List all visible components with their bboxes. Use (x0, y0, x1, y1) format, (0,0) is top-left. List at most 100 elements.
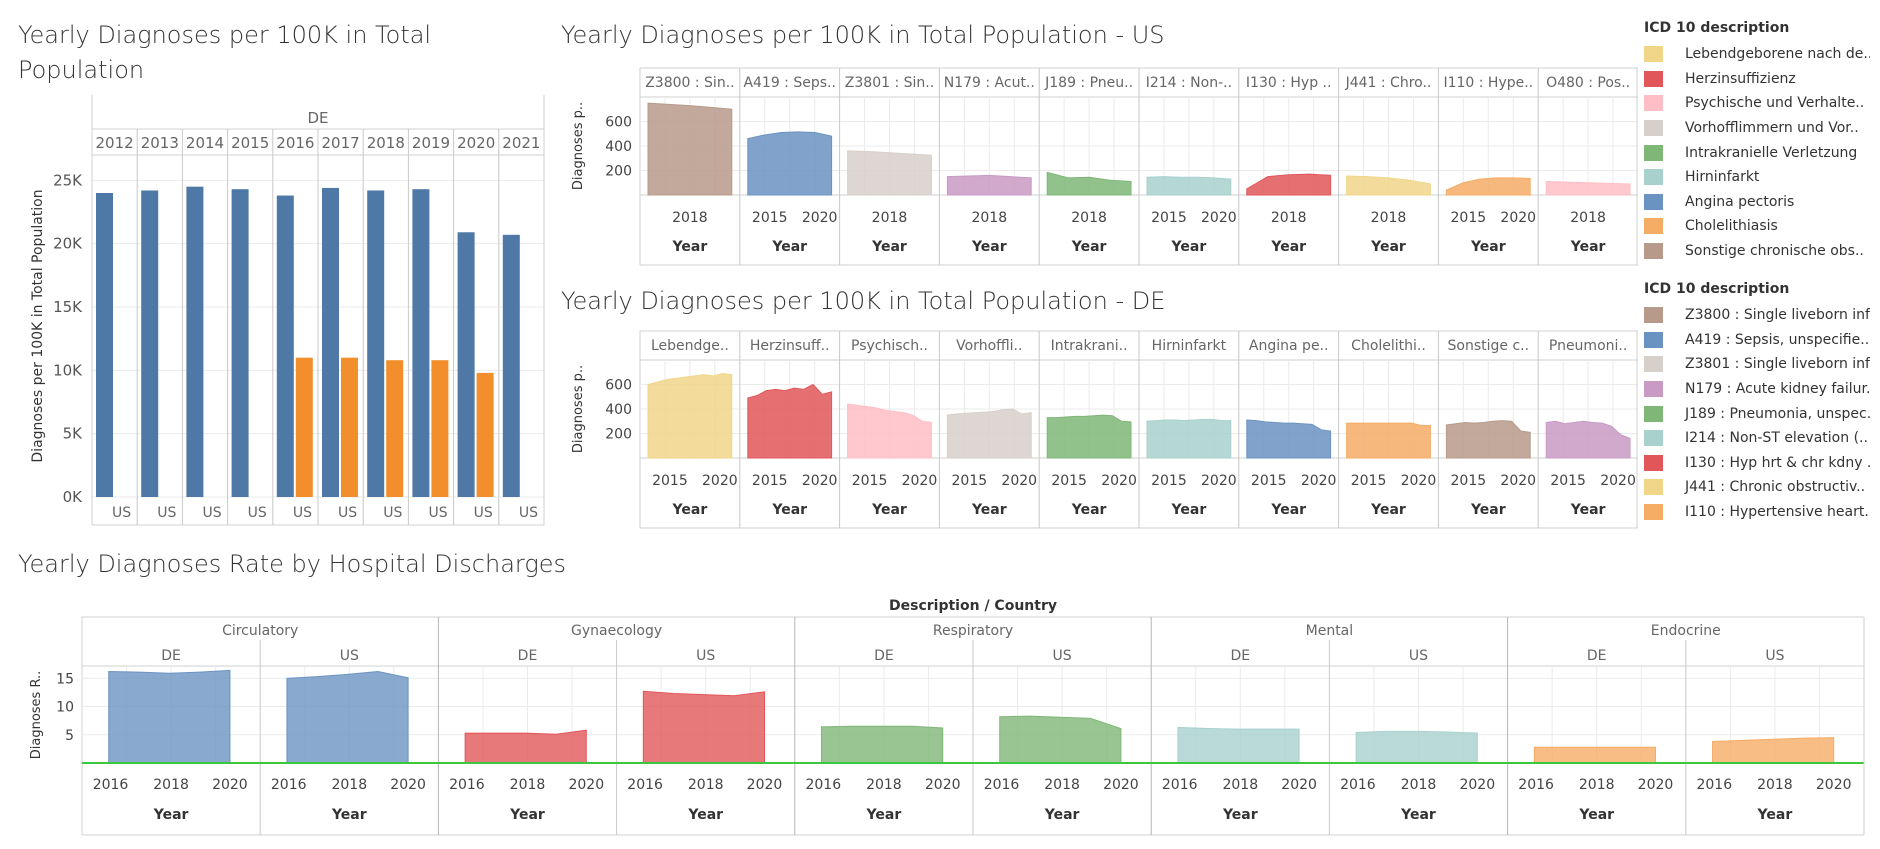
legend-item[interactable]: Lebendgeborene nach de.. (1644, 42, 1870, 67)
area-series (1445, 420, 1531, 459)
x-tick-label: 2018 (1579, 777, 1615, 793)
legend-swatch (1644, 504, 1663, 521)
x-tick-label: 2018 (1222, 777, 1258, 793)
area-series (1355, 730, 1478, 764)
legend-item[interactable]: Intrakranielle Verletzung (1644, 140, 1870, 165)
y-tick-label: 600 (605, 378, 632, 394)
x-tick-label: 2015 (1151, 473, 1187, 489)
panel-header: I130 : Hyp .. (1246, 75, 1332, 91)
us-area-chart[interactable]: 600 400 200 Diagnoses p.. Z3800 : Sin.. 2018 Y… (560, 65, 1638, 270)
legend-item[interactable]: Herzinsuffizienz (1644, 67, 1870, 92)
x-axis-label: Year (1071, 239, 1107, 255)
legend-item[interactable]: N179 : Acute kidney failur.. (1644, 377, 1870, 402)
country-header: US (1765, 648, 1784, 664)
x-tick-label: 2020 (1600, 473, 1636, 489)
legend-item[interactable]: Z3801 : Single liveborn inf.. (1644, 352, 1870, 377)
x-tick-label: 2020 (1638, 777, 1674, 793)
x-axis-label: Year (1270, 502, 1306, 518)
legend-item-label: A419 : Sepsis, unspecifie.. (1685, 331, 1870, 348)
y-tick-label: 400 (605, 402, 632, 418)
x-axis-label: Year (871, 502, 907, 518)
legend-item[interactable]: I130 : Hyp hrt & chr kdny .. (1644, 451, 1870, 476)
area-series (1346, 422, 1431, 459)
x-axis-label: Year (1270, 239, 1306, 255)
x-axis-label: Year (866, 807, 902, 823)
legend-us[interactable]: ICD 10 description Lebendgeborene nach d… (1644, 20, 1870, 263)
x-tick-label: 2018 (688, 777, 724, 793)
panel-header: Herzinsuff.. (750, 338, 830, 354)
x-tick-label: 2020 (802, 473, 838, 489)
panel-header: O480 : Pos.. (1546, 75, 1630, 91)
group-header: Mental (1306, 623, 1354, 639)
panel-header: Vorhoffli.. (956, 338, 1022, 354)
area-series (464, 729, 587, 764)
x-axis-label: Year (1044, 807, 1080, 823)
x-tick-label: 2015 (1351, 473, 1387, 489)
x-tick-label: 2020 (702, 473, 738, 489)
x-axis-label: Year (1470, 239, 1506, 255)
x-tick-label: 2018 (1071, 210, 1107, 226)
row-label: US (202, 505, 221, 521)
x-tick-label: 2020 (390, 777, 426, 793)
legend-item[interactable]: Vorhofflimmern und Vor.. (1644, 116, 1870, 141)
bar-de (276, 195, 294, 497)
x-tick-label: 2020 (1500, 473, 1536, 489)
legend-item[interactable]: J189 : Pneumonia, unspec.. (1644, 401, 1870, 426)
legend-item[interactable]: Cholelithiasis (1644, 214, 1870, 239)
year-header: 2015 (231, 134, 269, 152)
y-tick-label: 15K (53, 298, 83, 316)
x-tick-label: 2015 (1451, 473, 1487, 489)
legend-item[interactable]: Sonstige chronische obs.. (1644, 239, 1870, 264)
x-tick-label: 2015 (1051, 473, 1087, 489)
x-axis-label: Year (1570, 502, 1606, 518)
year-header: 2016 (276, 134, 314, 152)
legend-item-label: Sonstige chronische obs.. (1685, 243, 1864, 260)
area-series (1346, 175, 1431, 196)
bar-us (476, 372, 494, 497)
legend-item-label: Herzinsuffizienz (1685, 70, 1796, 87)
legend-de[interactable]: ICD 10 description Z3800 : Single livebo… (1644, 281, 1870, 524)
area-series (1046, 414, 1132, 459)
x-axis-label: Year (1757, 807, 1793, 823)
x-axis-label: Year (1171, 239, 1207, 255)
x-tick-label: 2016 (984, 777, 1020, 793)
panel-header: A419 : Seps.. (743, 75, 836, 91)
legend-item-label: Psychische und Verhalte.. (1685, 95, 1865, 112)
y-tick-label: 0K (63, 488, 84, 506)
y-tick-label: 5 (65, 728, 74, 744)
total-bar-chart[interactable]: DE 25K 20K 15K 10K 5K 0K Diagnoses per 100K in … (0, 95, 560, 535)
group-header: Endocrine (1651, 623, 1721, 639)
bar-de (502, 234, 520, 498)
bar-de (367, 190, 385, 497)
discharge-area-chart[interactable]: Description / Country 15 10 5 Diagnoses R.. C… (0, 590, 1880, 849)
legend-item[interactable]: I214 : Non-ST elevation (.. (1644, 426, 1870, 451)
x-tick-label: 2016 (271, 777, 307, 793)
panel-header: Cholelithi.. (1351, 338, 1426, 354)
x-tick-label: 2015 (752, 210, 788, 226)
legend-item[interactable]: Z3800 : Single liveborn inf.. (1644, 303, 1870, 328)
us-chart-title: Yearly Diagnoses per 100K in Total Popul… (561, 21, 1165, 49)
area-series (647, 102, 733, 196)
legend-swatch (1644, 193, 1663, 210)
discharge-chart-title: Yearly Diagnoses Rate by Hospital Discha… (18, 550, 567, 578)
x-axis-label: Year (672, 239, 708, 255)
bar-de (322, 187, 339, 497)
legend-item[interactable]: Hirninfarkt (1644, 165, 1870, 190)
legend-item[interactable]: Angina pectoris (1644, 190, 1870, 215)
de-area-chart[interactable]: 600 400 200 Diagnoses p.. Lebendge.. 2015 2020… (560, 328, 1638, 533)
legend-item[interactable]: A419 : Sepsis, unspecifie.. (1644, 328, 1870, 353)
legend-item[interactable]: Psychische und Verhalte.. (1644, 91, 1870, 116)
y-tick-label: 15 (56, 671, 74, 687)
area-series (1146, 418, 1232, 459)
legend-us-title: ICD 10 description (1644, 20, 1790, 36)
country-header: DE (874, 648, 894, 664)
legend-item-label: Z3801 : Single liveborn inf.. (1685, 356, 1870, 373)
legend-item[interactable]: J441 : Chronic obstructiv.. (1644, 475, 1870, 500)
area-series (1246, 173, 1332, 196)
legend-item[interactable]: I110 : Hypertensive heart.. (1644, 500, 1870, 525)
year-header: 2018 (367, 134, 405, 152)
panel-header: Psychisch.. (851, 338, 928, 354)
x-tick-label: 2018 (1757, 777, 1793, 793)
legend-item-label: Z3800 : Single liveborn inf.. (1685, 307, 1870, 324)
x-tick-label: 2018 (672, 210, 708, 226)
